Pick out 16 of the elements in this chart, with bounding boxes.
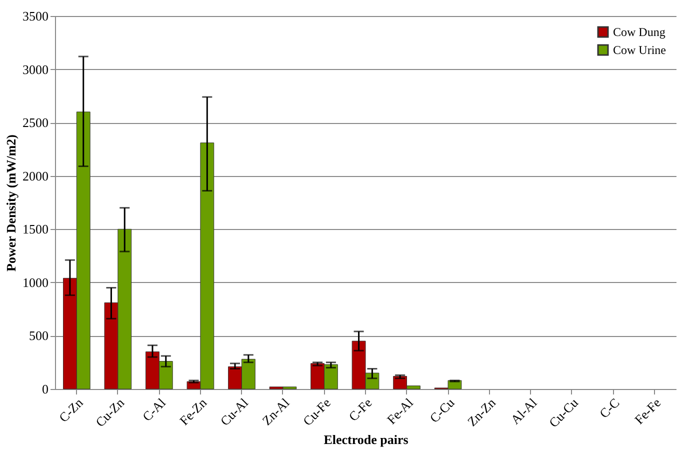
x-tick-label: C-Zn: [56, 394, 86, 426]
y-axis-title: Power Density (mW/m2): [4, 134, 18, 272]
y-tick-label: 500: [29, 328, 48, 344]
x-axis-title: Electrode pairs: [324, 432, 408, 448]
y-tick-label: 1000: [22, 274, 48, 290]
y-tick-label: 2500: [22, 115, 48, 130]
y-tick-label: 0: [42, 382, 48, 396]
x-tick-label: C-Cu: [426, 394, 458, 426]
legend-label: Cow Urine: [613, 43, 666, 57]
x-tick-label: C-C: [596, 395, 622, 422]
y-tick-label: 1500: [22, 222, 48, 237]
y-tick-label: 2000: [22, 168, 48, 184]
x-tick-label: C-Fe: [346, 394, 375, 424]
y-tick-label: 3500: [22, 8, 48, 24]
y-tick-label: 3000: [22, 62, 48, 77]
legend-label: Cow Dung: [613, 25, 666, 39]
